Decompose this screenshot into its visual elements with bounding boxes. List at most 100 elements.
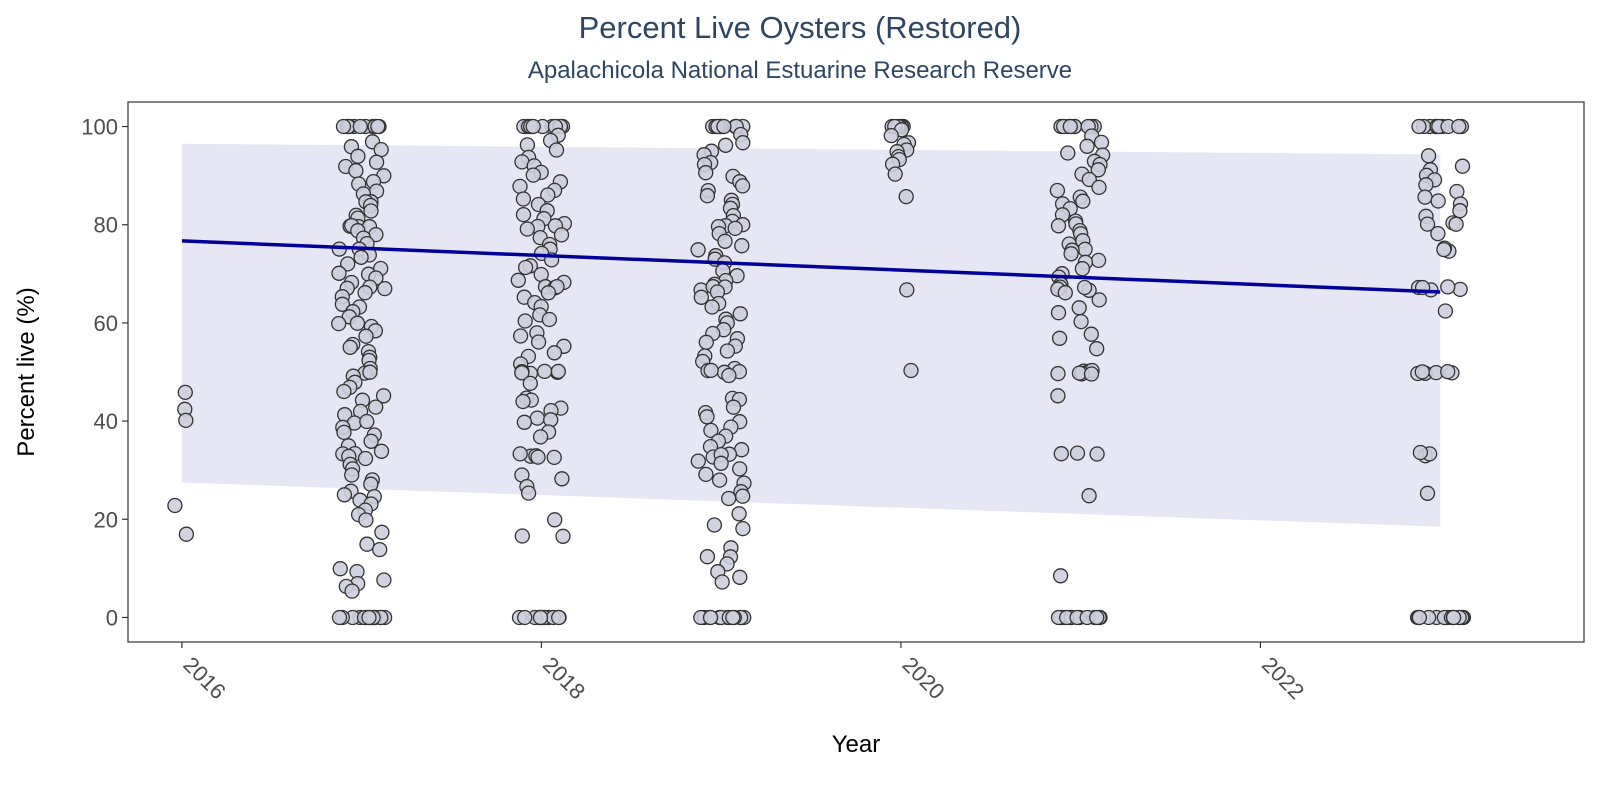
data-point	[350, 148, 366, 164]
data-points	[167, 118, 1472, 626]
y-tick-label: 40	[94, 409, 118, 434]
confidence-band	[181, 143, 1441, 527]
data-point	[1076, 279, 1093, 296]
data-point	[1073, 313, 1089, 330]
data-point	[540, 187, 556, 203]
data-point	[1053, 446, 1069, 462]
data-point	[550, 363, 566, 380]
data-point	[363, 203, 379, 219]
data-point	[357, 285, 373, 301]
data-point	[517, 259, 534, 276]
x-tick-label: 2016	[178, 652, 230, 704]
data-point	[546, 345, 563, 361]
y-tick-label: 0	[106, 605, 118, 630]
y-axis-title: Percent live (%)	[13, 287, 40, 456]
data-point	[512, 328, 529, 344]
data-point	[178, 412, 194, 429]
data-point	[512, 446, 528, 462]
data-point	[1419, 216, 1436, 232]
data-point	[525, 167, 541, 183]
x-axis-title: Year	[832, 731, 881, 758]
data-point	[1050, 388, 1066, 404]
data-point	[555, 528, 571, 544]
data-point	[698, 466, 714, 483]
data-point	[1436, 241, 1452, 258]
data-point	[374, 524, 390, 540]
data-point	[899, 282, 915, 298]
data-point	[1454, 158, 1471, 174]
data-point	[331, 609, 348, 626]
data-point	[1440, 363, 1456, 380]
data-point	[331, 265, 347, 281]
data-point	[887, 166, 903, 182]
data-point	[515, 206, 532, 223]
data-point	[699, 549, 716, 565]
data-point	[359, 536, 375, 552]
data-point	[512, 178, 528, 195]
data-point	[699, 409, 715, 425]
data-point	[520, 485, 537, 501]
trend-line	[181, 239, 1441, 294]
data-point	[735, 135, 751, 151]
data-point	[536, 363, 553, 380]
data-point	[1077, 241, 1093, 257]
data-point	[1090, 252, 1107, 269]
data-point	[734, 178, 751, 194]
data-point	[344, 467, 360, 483]
data-point	[358, 512, 374, 528]
data-point	[336, 424, 352, 441]
data-point	[335, 118, 352, 135]
data-point	[693, 289, 709, 305]
data-point	[551, 609, 567, 626]
data-point	[734, 238, 750, 254]
data-point	[363, 433, 379, 449]
data-point	[702, 609, 719, 626]
data-point	[525, 118, 541, 135]
data-point	[706, 517, 723, 533]
data-point	[178, 526, 195, 542]
data-point	[713, 455, 729, 471]
data-point	[1050, 218, 1067, 234]
data-point	[529, 410, 545, 426]
data-point	[735, 520, 751, 537]
data-point	[1089, 609, 1105, 626]
data-point	[553, 227, 570, 243]
data-point	[1052, 568, 1069, 584]
data-point	[519, 137, 536, 153]
y-axis: 0 20 40 60 80 100	[81, 115, 128, 630]
data-point	[167, 497, 183, 514]
data-point	[717, 137, 734, 153]
x-tick-label: 2022	[1257, 652, 1309, 704]
data-point	[530, 449, 546, 465]
data-point	[1091, 292, 1107, 308]
x-tick-label: 2020	[897, 652, 949, 704]
data-point	[554, 471, 570, 487]
data-point	[1051, 330, 1068, 346]
data-point	[373, 141, 389, 158]
data-point	[717, 233, 733, 249]
data-point	[1430, 225, 1446, 242]
data-point	[714, 574, 730, 590]
data-point	[353, 249, 369, 265]
data-point	[1089, 446, 1105, 462]
data-point	[1089, 341, 1105, 357]
data-point	[883, 127, 899, 144]
y-tick-label: 60	[94, 311, 118, 336]
data-point	[1063, 246, 1079, 262]
data-point	[515, 191, 532, 207]
data-point	[372, 541, 388, 558]
data-point	[1411, 609, 1428, 626]
data-point	[1049, 182, 1066, 199]
data-point	[517, 609, 533, 626]
data-point	[510, 272, 526, 288]
data-point	[514, 528, 530, 544]
data-point	[532, 429, 549, 445]
chart-subtitle: Apalachicola National Estuarine Research…	[527, 57, 1073, 84]
data-point	[690, 242, 706, 258]
data-point	[732, 569, 748, 585]
data-point	[735, 488, 751, 504]
data-point	[336, 487, 353, 503]
plot-panel-border	[127, 101, 1585, 643]
chart-title: Percent Live Oysters (Restored)	[578, 10, 1022, 45]
